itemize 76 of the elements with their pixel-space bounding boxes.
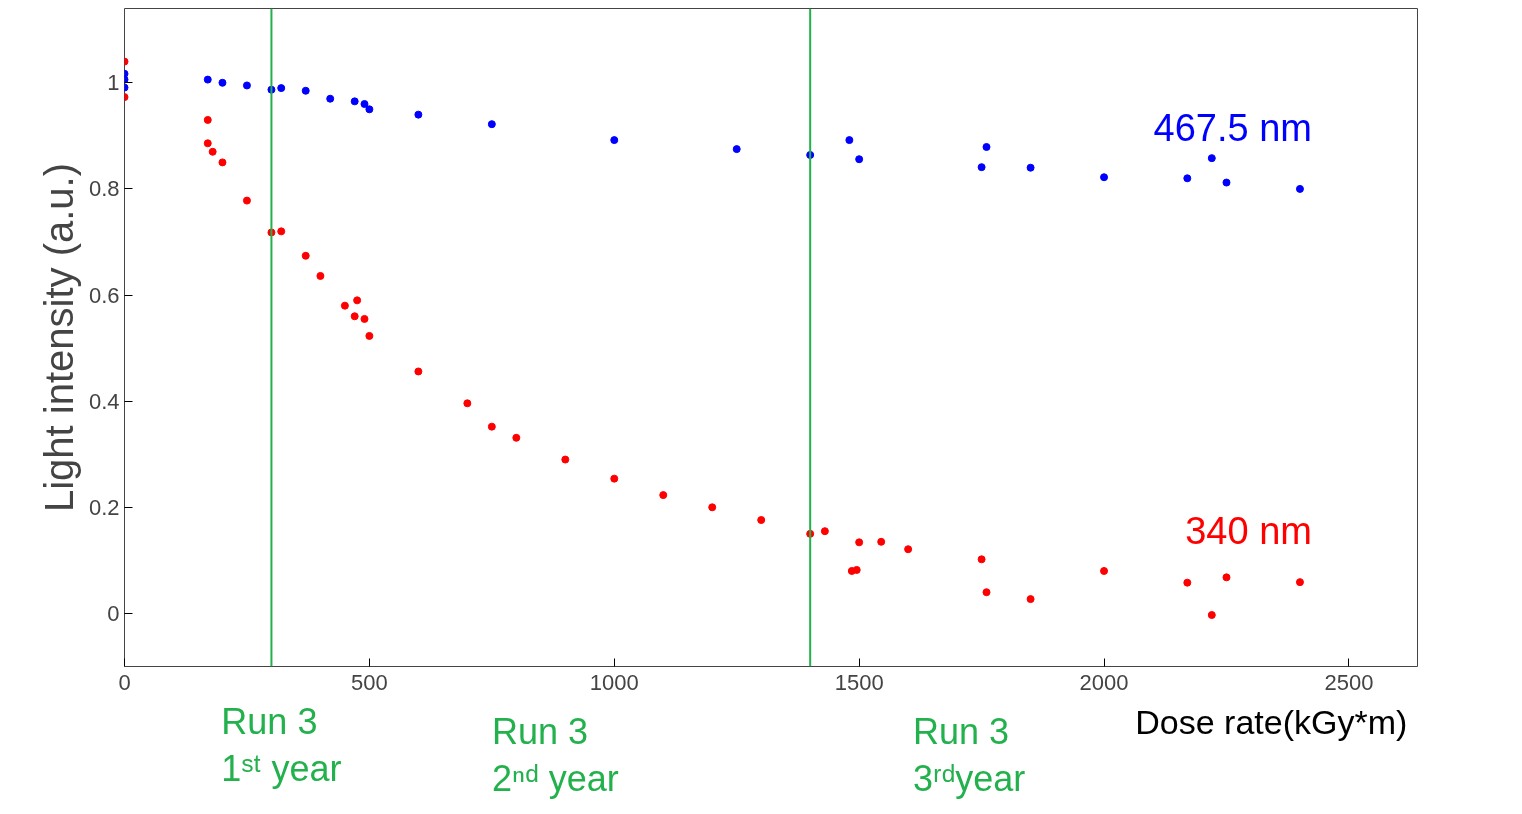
point (982, 588, 991, 597)
point (242, 196, 251, 205)
point (365, 331, 374, 340)
point (353, 296, 362, 305)
point (203, 75, 212, 84)
point (1100, 566, 1109, 575)
point (877, 537, 886, 546)
point (218, 78, 227, 87)
point (855, 155, 864, 164)
point (1026, 163, 1035, 172)
point (218, 158, 227, 167)
point (1222, 573, 1231, 582)
y-axis-title: Light intensity (a.u.) (36, 162, 81, 513)
point (487, 120, 496, 129)
x-axis-title: Dose rate(kGy*m) (1135, 702, 1408, 741)
point (1295, 578, 1304, 587)
point (659, 491, 668, 500)
point (487, 422, 496, 431)
point (845, 136, 854, 145)
point (1222, 178, 1231, 187)
point (982, 143, 991, 151)
point (732, 145, 741, 154)
point (208, 147, 217, 156)
point (610, 474, 619, 483)
point (463, 399, 472, 408)
point (350, 97, 359, 106)
point (277, 84, 286, 93)
point (360, 100, 369, 109)
point (301, 86, 310, 95)
point (904, 545, 913, 554)
point (820, 527, 829, 536)
point (512, 433, 521, 442)
x-tick-label: 1500 (834, 669, 884, 695)
point (365, 105, 374, 114)
point (852, 565, 861, 574)
point (203, 139, 212, 148)
x-tick-label: 2500 (1324, 669, 1374, 695)
point (1183, 578, 1192, 587)
point (414, 110, 423, 119)
x-tick-label: 500 (351, 669, 388, 695)
point (277, 227, 286, 236)
y-tick-label: 0.6 (88, 282, 120, 308)
point (708, 503, 717, 512)
series-label: 340 nm (1185, 510, 1312, 553)
point (977, 163, 986, 172)
point (1100, 173, 1109, 182)
point (757, 516, 766, 525)
point (301, 251, 310, 260)
point (340, 301, 349, 310)
point (316, 271, 325, 280)
y-tick-label: 0.8 (88, 176, 120, 202)
x-tick-label: 2000 (1079, 669, 1129, 695)
point (1295, 184, 1304, 193)
x-tick-label: 1000 (589, 669, 639, 695)
point (203, 115, 212, 124)
point (1183, 174, 1192, 183)
point (610, 136, 619, 145)
text: Run 3 3ʳᵈyear (913, 710, 1026, 799)
point (326, 94, 335, 103)
y-tick-label: 0.4 (88, 388, 120, 414)
y-tick-label: 0.2 (88, 494, 120, 520)
point (1207, 611, 1216, 620)
point (414, 367, 423, 376)
text: Run 3 2ⁿᵈ year (491, 710, 619, 799)
point (1207, 154, 1216, 163)
point (1026, 595, 1035, 604)
series-label: 467.5 nm (1153, 106, 1312, 149)
point (561, 455, 570, 464)
y-tick-label: 0 (107, 600, 120, 626)
point (242, 81, 251, 90)
y-tick-label: 1 (107, 70, 120, 96)
point (977, 555, 986, 564)
point (855, 538, 864, 547)
point (360, 314, 369, 323)
point (350, 312, 359, 321)
text: Run 3 1ˢᵗ year (221, 700, 342, 789)
